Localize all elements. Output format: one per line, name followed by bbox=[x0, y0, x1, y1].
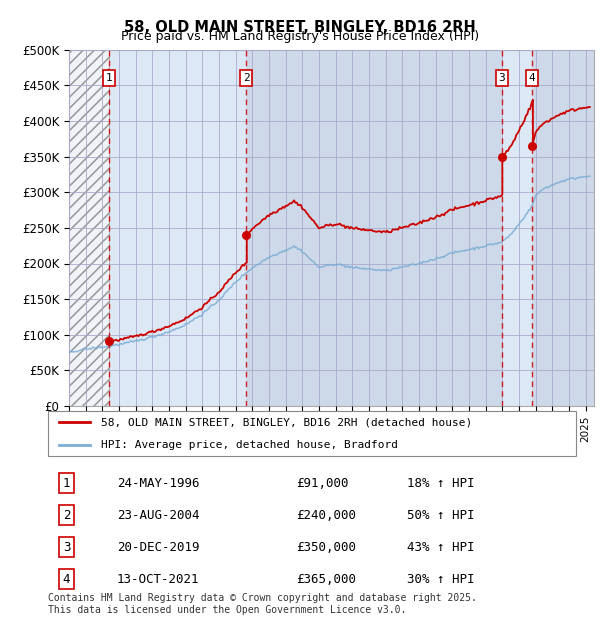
Text: 13-OCT-2021: 13-OCT-2021 bbox=[116, 573, 199, 586]
Text: HPI: Average price, detached house, Bradford: HPI: Average price, detached house, Brad… bbox=[101, 440, 398, 450]
Text: 1: 1 bbox=[106, 73, 112, 83]
Text: 58, OLD MAIN STREET, BINGLEY, BD16 2RH: 58, OLD MAIN STREET, BINGLEY, BD16 2RH bbox=[124, 20, 476, 35]
Bar bbox=[532, 50, 594, 406]
Bar bbox=[247, 50, 502, 406]
Text: £240,000: £240,000 bbox=[296, 509, 356, 521]
Text: £350,000: £350,000 bbox=[296, 541, 356, 554]
Text: 4: 4 bbox=[529, 73, 536, 83]
Text: 30% ↑ HPI: 30% ↑ HPI bbox=[407, 573, 475, 586]
Text: 1: 1 bbox=[63, 477, 70, 490]
Text: 43% ↑ HPI: 43% ↑ HPI bbox=[407, 541, 475, 554]
Text: 20-DEC-2019: 20-DEC-2019 bbox=[116, 541, 199, 554]
Text: Price paid vs. HM Land Registry's House Price Index (HPI): Price paid vs. HM Land Registry's House … bbox=[121, 30, 479, 43]
Text: £365,000: £365,000 bbox=[296, 573, 356, 586]
Text: 2: 2 bbox=[243, 73, 250, 83]
Text: £91,000: £91,000 bbox=[296, 477, 349, 490]
Text: 24-MAY-1996: 24-MAY-1996 bbox=[116, 477, 199, 490]
Text: 18% ↑ HPI: 18% ↑ HPI bbox=[407, 477, 475, 490]
Text: 50% ↑ HPI: 50% ↑ HPI bbox=[407, 509, 475, 521]
Text: 4: 4 bbox=[63, 573, 70, 586]
Bar bbox=[69, 50, 109, 406]
Bar bbox=[69, 50, 109, 406]
Text: 3: 3 bbox=[63, 541, 70, 554]
Text: Contains HM Land Registry data © Crown copyright and database right 2025.
This d: Contains HM Land Registry data © Crown c… bbox=[48, 593, 477, 615]
FancyBboxPatch shape bbox=[48, 411, 576, 456]
Text: 23-AUG-2004: 23-AUG-2004 bbox=[116, 509, 199, 521]
Text: 58, OLD MAIN STREET, BINGLEY, BD16 2RH (detached house): 58, OLD MAIN STREET, BINGLEY, BD16 2RH (… bbox=[101, 417, 472, 427]
Bar bbox=[502, 50, 532, 406]
Text: 3: 3 bbox=[499, 73, 505, 83]
Bar bbox=[69, 50, 109, 406]
Bar bbox=[109, 50, 247, 406]
Text: 2: 2 bbox=[63, 509, 70, 521]
